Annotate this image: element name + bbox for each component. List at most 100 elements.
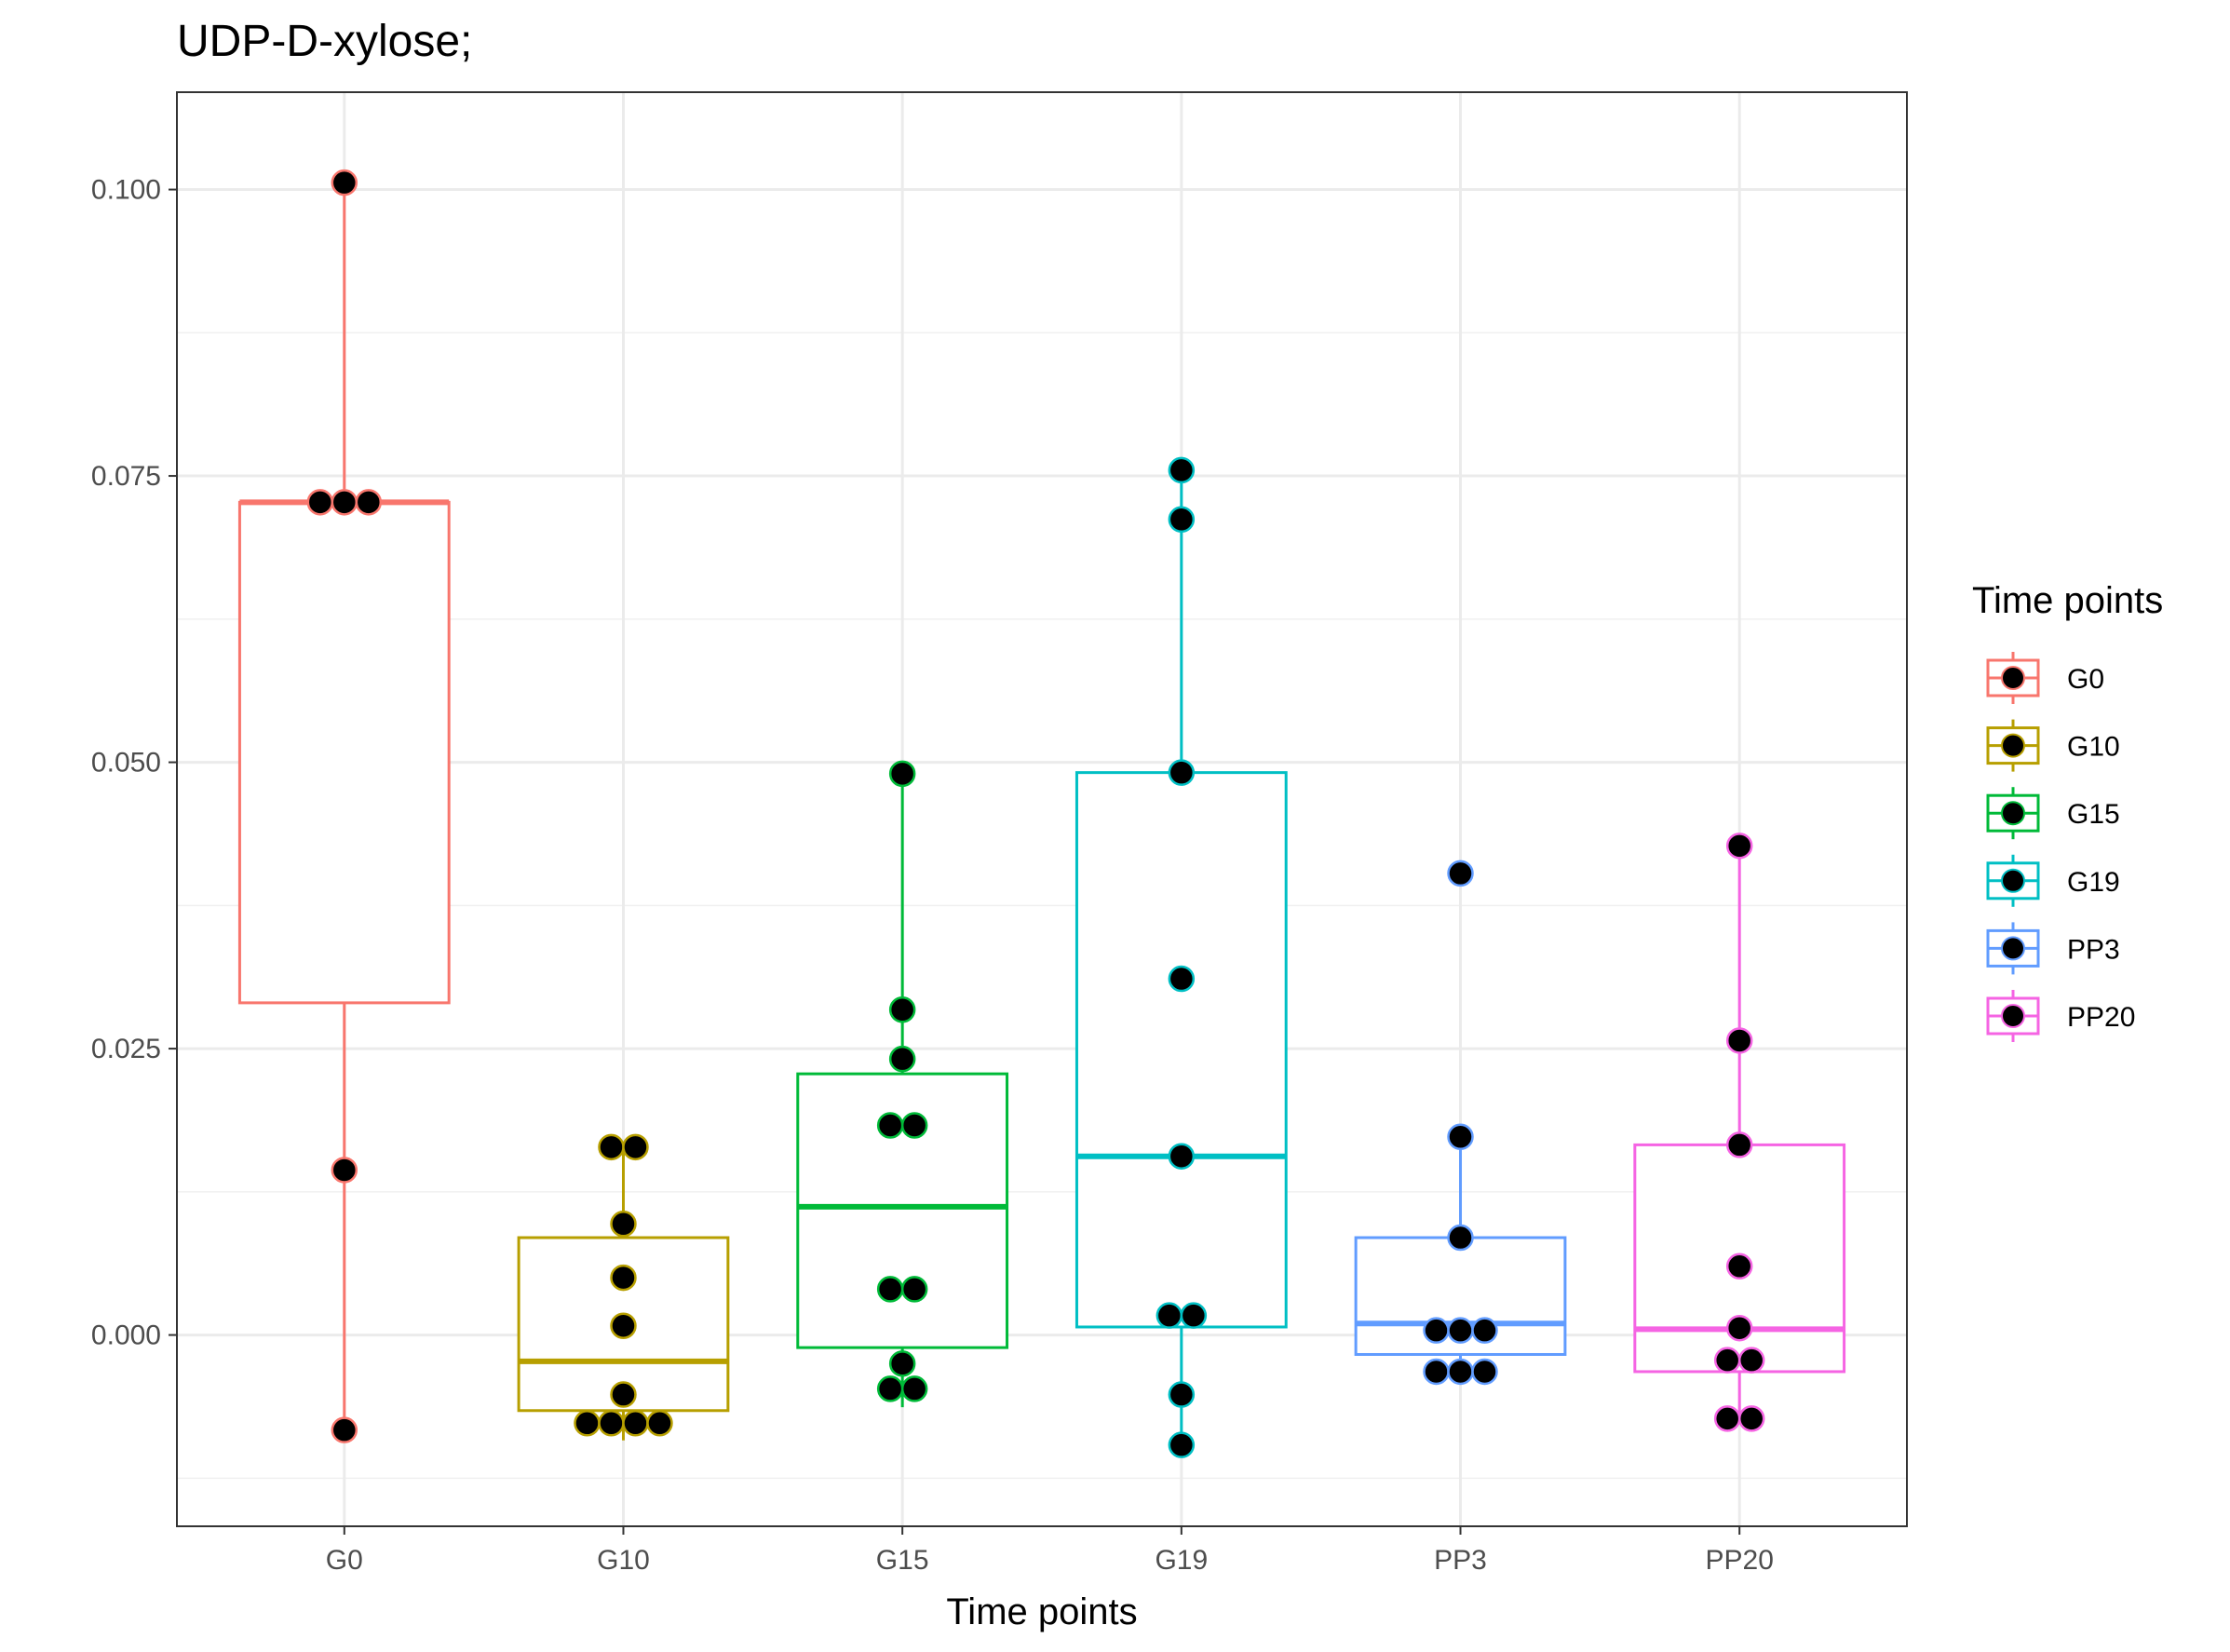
legend-label: G15 xyxy=(2067,799,2120,830)
legend-item-g0: G0 xyxy=(1986,652,2104,704)
data-point xyxy=(598,1133,625,1161)
x-tick-label: PP3 xyxy=(1434,1545,1487,1576)
y-tick-label: 0.025 xyxy=(91,1034,161,1064)
data-point xyxy=(1180,1302,1208,1329)
data-point xyxy=(1447,1358,1474,1386)
data-point xyxy=(1168,1381,1196,1408)
boxplot-g15 xyxy=(796,773,1009,1408)
data-point xyxy=(1168,1431,1196,1458)
data-point xyxy=(900,1375,928,1402)
legend-title: Time points xyxy=(1972,580,2163,621)
y-tick-label: 0.000 xyxy=(91,1320,161,1351)
panel-border xyxy=(176,91,1908,1527)
data-point xyxy=(1168,1143,1196,1170)
x-tick-label: G19 xyxy=(1155,1545,1208,1576)
data-point xyxy=(1423,1317,1450,1344)
legend-key-point xyxy=(2001,801,2025,826)
data-point xyxy=(1471,1317,1498,1344)
legend-label: G10 xyxy=(2067,732,2120,763)
data-point xyxy=(900,1276,928,1303)
legend-item-g10: G10 xyxy=(1986,719,2120,772)
data-point xyxy=(331,489,358,516)
data-point xyxy=(1725,833,1753,860)
data-point xyxy=(610,1264,637,1292)
data-point xyxy=(331,169,358,196)
data-point xyxy=(888,996,916,1023)
x-tick-label: G10 xyxy=(597,1545,650,1576)
box xyxy=(1074,771,1288,1329)
data-point xyxy=(1168,456,1196,484)
panel-background xyxy=(177,92,1907,1526)
data-point xyxy=(876,1375,904,1402)
y-tick-label: 0.050 xyxy=(91,748,161,779)
data-point xyxy=(646,1410,673,1437)
data-point xyxy=(331,1157,358,1184)
y-tick-label: 0.075 xyxy=(91,461,161,492)
data-point xyxy=(610,1381,637,1408)
data-point xyxy=(876,1112,904,1139)
boxplot-g0 xyxy=(237,183,451,1430)
data-point xyxy=(900,1112,928,1139)
legend-label: PP3 xyxy=(2067,934,2120,965)
legend-items: G0 G10 G15 G19 PP3 PP20 xyxy=(1986,652,2135,1042)
plot-panel xyxy=(176,91,1908,1527)
data-point xyxy=(888,760,916,788)
data-point xyxy=(1447,1123,1474,1151)
legend-label: PP20 xyxy=(2067,1002,2135,1033)
data-point xyxy=(1447,1317,1474,1344)
data-point xyxy=(610,1312,637,1339)
data-point xyxy=(306,489,334,516)
y-tick-label: 0.100 xyxy=(91,175,161,206)
legend-item-g15: G15 xyxy=(1986,787,2120,840)
data-point xyxy=(1713,1405,1741,1432)
x-tick-label: G0 xyxy=(326,1545,363,1576)
legend-key-point xyxy=(2001,733,2025,758)
legend-key-point xyxy=(2001,1004,2025,1028)
data-point xyxy=(1725,1131,1753,1158)
x-axis: G0 G10 G15 G19 PP3 PP20 xyxy=(326,1526,1774,1576)
data-point xyxy=(1737,1405,1765,1432)
legend-key-point xyxy=(2001,666,2025,690)
data-point xyxy=(888,1350,916,1377)
legend: Time points G0 G10 G15 G19 PP3 PP20 xyxy=(1972,580,2163,1042)
box xyxy=(796,1072,1009,1349)
data-point xyxy=(598,1410,625,1437)
data-point xyxy=(1725,1027,1753,1054)
legend-item-pp3: PP3 xyxy=(1986,922,2120,975)
chart-title: UDP-D-xylose; xyxy=(177,17,472,66)
data-point xyxy=(1471,1358,1498,1386)
legend-label: G19 xyxy=(2067,867,2120,898)
legend-key-point xyxy=(2001,936,2025,961)
data-point xyxy=(1168,965,1196,993)
x-tick-label: G15 xyxy=(876,1545,929,1576)
data-point xyxy=(1168,506,1196,534)
data-point xyxy=(876,1276,904,1303)
data-point xyxy=(1447,1224,1474,1252)
y-axis: 0.000 0.025 0.050 0.075 0.100 xyxy=(91,175,177,1351)
data-point xyxy=(622,1410,649,1437)
data-point xyxy=(1725,1314,1753,1342)
data-point xyxy=(888,1045,916,1073)
data-point xyxy=(331,1416,358,1443)
legend-label: G0 xyxy=(2067,664,2104,695)
data-point xyxy=(1725,1253,1753,1280)
data-point xyxy=(574,1410,601,1437)
data-point xyxy=(1156,1302,1183,1329)
data-point xyxy=(1423,1358,1450,1386)
boxplots xyxy=(237,183,1846,1445)
legend-item-pp20: PP20 xyxy=(1986,990,2135,1042)
x-tick-label: PP20 xyxy=(1705,1545,1773,1576)
data-point xyxy=(1447,860,1474,887)
legend-key-point xyxy=(2001,868,2025,893)
data-point xyxy=(1713,1347,1741,1374)
data-points xyxy=(306,169,1765,1458)
data-point xyxy=(622,1133,649,1161)
data-point xyxy=(1168,759,1196,786)
x-axis-title: Time points xyxy=(946,1591,1137,1632)
data-point xyxy=(610,1211,637,1238)
box xyxy=(237,500,451,1005)
data-point xyxy=(355,489,383,516)
legend-item-g19: G19 xyxy=(1986,854,2120,907)
data-point xyxy=(1737,1347,1765,1374)
